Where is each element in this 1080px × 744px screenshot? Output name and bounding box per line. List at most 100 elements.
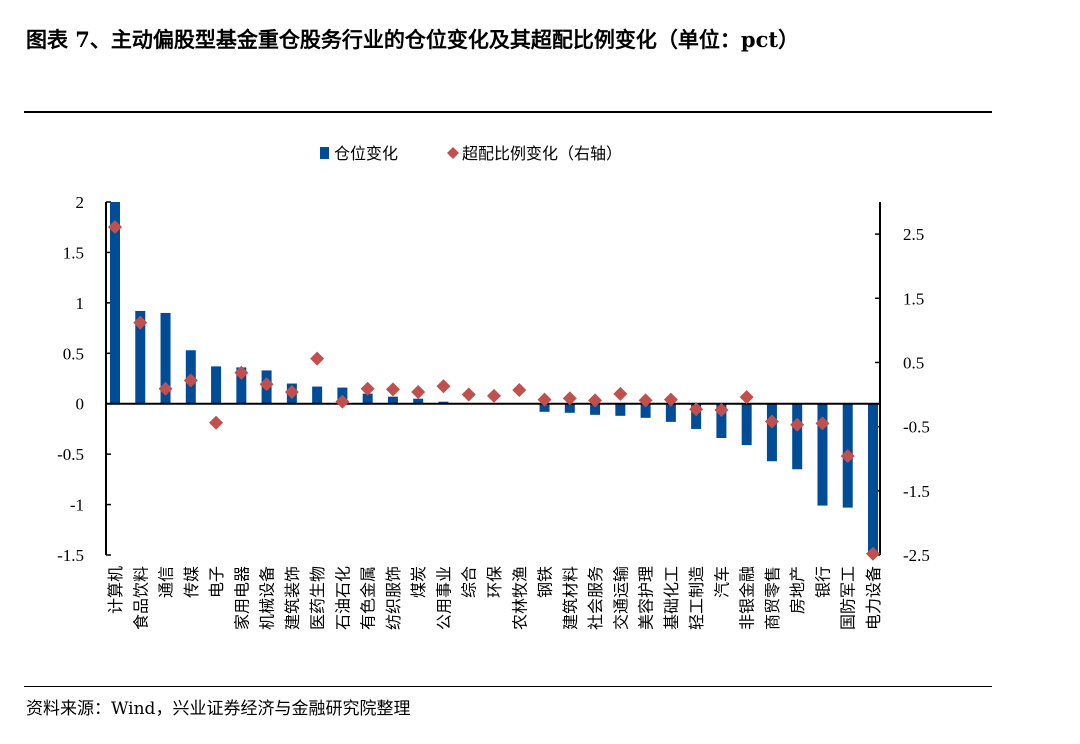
chart-title: 图表 7、主动偏股型基金重仓股务行业的仓位变化及其超配比例变化（单位：pct）: [26, 27, 800, 52]
diamond-钢铁: [537, 392, 552, 407]
bar-电力设备: [868, 403, 878, 555]
category-label: 电子: [207, 566, 226, 598]
diamond-交通运输: [613, 386, 628, 401]
legend-diamond-swatch: [447, 147, 459, 159]
diamond-传媒: [183, 373, 198, 388]
category-label: 美容护理: [637, 566, 656, 630]
category-label: 家用电器: [232, 566, 251, 630]
right-tick-label: -0.5: [903, 418, 930, 437]
bar-食品饮料: [135, 310, 146, 404]
category-label: 交通运输: [611, 566, 630, 630]
diamond-银行: [815, 416, 830, 431]
category-label: 农林牧渔: [510, 566, 529, 630]
left-tick-label: 0.5: [63, 344, 84, 363]
category-label: 国防军工: [839, 566, 858, 630]
bar-美容护理: [640, 403, 651, 418]
bar-电子: [211, 366, 222, 404]
category-label: 银行: [813, 566, 832, 598]
category-label: 环保: [485, 566, 504, 598]
diamond-医药生物: [310, 351, 325, 366]
diamond-轻工制造: [689, 402, 704, 417]
bar-医药生物: [312, 386, 323, 404]
diamond-食品饮料: [133, 315, 148, 330]
title-divider: [24, 111, 992, 113]
left-tick-label: 1: [76, 294, 85, 313]
bar-钢铁: [539, 403, 550, 412]
category-label: 通信: [157, 566, 176, 598]
legend-bar-label: 仓位变化: [334, 144, 398, 163]
diamond-石油石化: [335, 394, 350, 409]
diamond-商贸零售: [764, 414, 779, 429]
category-label: 电力设备: [864, 566, 883, 630]
left-tick-label: -1: [70, 496, 84, 515]
diamond-机械设备: [259, 377, 274, 392]
source-divider: [24, 686, 992, 687]
bar-建筑材料: [564, 403, 575, 413]
bar-房地产: [792, 403, 803, 470]
diamond-计算机: [108, 220, 122, 235]
right-tick-label: 2.5: [903, 225, 924, 244]
category-label: 医药生物: [308, 566, 327, 630]
bar-煤炭: [413, 398, 424, 404]
category-label: 公用事业: [434, 566, 453, 630]
bar-商贸零售: [766, 403, 777, 462]
diamond-综合: [461, 387, 476, 402]
category-label: 商贸零售: [763, 566, 782, 630]
category-label: 综合: [460, 566, 479, 598]
category-label: 传媒: [182, 566, 201, 598]
bar-银行: [817, 403, 828, 506]
category-label: 机械设备: [258, 566, 277, 630]
category-label: 非银金融: [738, 566, 757, 630]
diamond-房地产: [790, 417, 805, 432]
bar-有色金属: [362, 393, 373, 404]
diamond-电子: [209, 415, 224, 430]
category-label: 石油石化: [333, 566, 352, 630]
right-tick-label: -1.5: [903, 482, 930, 501]
legend-bar-swatch: [320, 147, 329, 159]
bar-非银金融: [741, 403, 752, 446]
bar-纺织服饰: [387, 396, 398, 404]
diamond-纺织服饰: [385, 382, 400, 397]
bar-社会服务: [590, 403, 601, 415]
diamond-建筑装饰: [284, 384, 299, 399]
category-label: 轻工制造: [687, 566, 706, 630]
category-label: 食品饮料: [131, 566, 150, 630]
diamond-建筑材料: [562, 391, 577, 406]
diamond-公用事业: [436, 379, 451, 394]
category-label: 汽车: [712, 566, 731, 598]
right-tick-label: -2.5: [903, 546, 930, 565]
bar-家用电器: [236, 367, 247, 404]
left-tick-label: -1.5: [57, 546, 84, 565]
category-label: 社会服务: [586, 566, 605, 630]
category-label: 建筑装饰: [283, 566, 302, 630]
diamond-美容护理: [638, 393, 653, 408]
source-note: 资料来源：Wind，兴业证券经济与金融研究院整理: [26, 699, 411, 719]
diamond-家用电器: [234, 365, 249, 380]
right-tick-label: 1.5: [903, 289, 924, 308]
right-tick-label: 0.5: [903, 353, 924, 372]
diamond-社会服务: [588, 393, 603, 408]
bar-公用事业: [438, 401, 449, 404]
bar-汽车: [716, 403, 727, 439]
diamond-国防军工: [840, 449, 855, 464]
bar-通信: [160, 312, 171, 404]
category-label: 有色金属: [359, 566, 378, 630]
category-label: 煤炭: [409, 566, 428, 598]
diamond-通信: [158, 381, 173, 396]
diamond-基础化工: [663, 392, 678, 407]
diamond-环保: [487, 388, 501, 403]
diamond-有色金属: [360, 381, 375, 396]
left-tick-label: 1.5: [63, 243, 84, 262]
left-tick-label: -0.5: [57, 445, 84, 464]
diamond-煤炭: [411, 384, 426, 399]
category-label: 纺织服饰: [384, 566, 403, 630]
category-label: 钢铁: [536, 566, 555, 598]
bar-基础化工: [665, 403, 676, 422]
category-label: 建筑材料: [561, 566, 580, 630]
category-label: 基础化工: [662, 566, 681, 630]
diamond-农林牧渔: [512, 383, 527, 398]
bar-交通运输: [615, 403, 626, 416]
diamond-汽车: [714, 402, 729, 417]
left-tick-label: 2: [76, 193, 85, 212]
